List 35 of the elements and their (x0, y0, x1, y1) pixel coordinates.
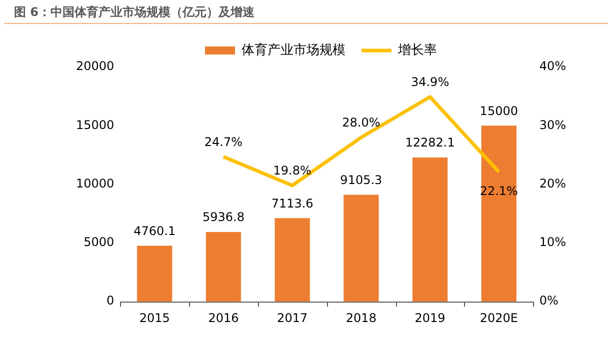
y-tick-label: 10000 (76, 176, 114, 190)
bar (412, 158, 448, 302)
x-tick-label: 2017 (277, 310, 308, 325)
x-tick-label: 2015 (139, 310, 170, 325)
x-tick-label: 2020E (480, 310, 518, 325)
data-label: 34.9% (410, 75, 450, 90)
data-label: 15000 (480, 104, 518, 118)
y2-tick-label: 10% (539, 235, 566, 250)
y-tick-label: 15000 (76, 118, 114, 132)
y-tick-label: 20000 (76, 59, 114, 74)
y2-tick-label: 40% (539, 59, 566, 74)
bar (344, 194, 379, 302)
y2-tick-label: 20% (539, 176, 566, 190)
chart-title: 图 6：中国体育产业市场规模（亿元）及增速 (4, 0, 608, 24)
x-tick-label: 2018 (346, 310, 376, 325)
bar (137, 246, 172, 302)
bar (206, 232, 242, 302)
data-label: 19.8% (273, 164, 312, 178)
x-tick-label: 2019 (414, 310, 446, 325)
data-label: 9105.3 (340, 172, 382, 187)
y2-tick-label: 0% (539, 294, 558, 308)
data-label: 24.7% (204, 134, 243, 149)
data-label: 7113.6 (271, 196, 314, 210)
y-tick-label: 5000 (84, 235, 114, 250)
data-label: 28.0% (342, 116, 380, 130)
x-tick-label: 2016 (208, 310, 239, 325)
data-label: 12282.1 (405, 136, 455, 150)
legend-label: 体育产业市场规模 (242, 42, 346, 58)
data-label: 4760.1 (134, 224, 176, 238)
y2-tick-label: 30% (539, 118, 566, 132)
bar (481, 126, 516, 302)
legend-label: 增长率 (397, 42, 437, 58)
y-tick-label: 0 (106, 294, 114, 308)
bar (274, 218, 310, 302)
data-label: 5936.8 (202, 210, 244, 224)
